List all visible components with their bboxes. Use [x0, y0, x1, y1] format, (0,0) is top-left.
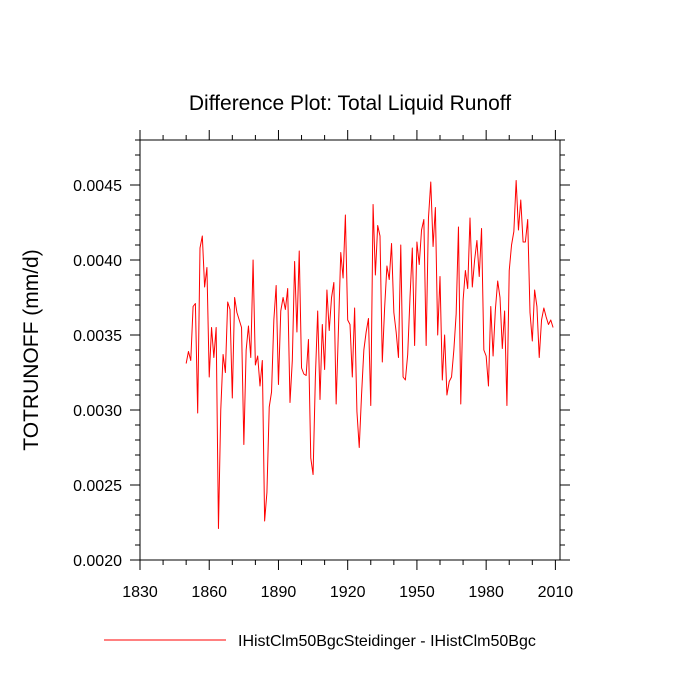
- y-tick-label: 0.0035: [73, 328, 122, 345]
- y-tick-label: 0.0030: [73, 403, 122, 420]
- legend-label: IHistClm50BgcSteidinger - IHistClm50Bgc: [238, 633, 536, 650]
- x-tick-label: 1920: [330, 584, 366, 601]
- x-tick-label: 2010: [538, 584, 574, 601]
- y-tick-label: 0.0045: [73, 178, 122, 195]
- x-tick-label: 1860: [191, 584, 227, 601]
- y-axis-ticks: 0.0020 0.0025 0.0030 0.0035 0.0040 0.0045: [73, 139, 570, 570]
- chart-title: Difference Plot: Total Liquid Runoff: [189, 92, 511, 115]
- plot-frame: [139, 139, 561, 561]
- y-tick-label: 0.0020: [73, 553, 122, 570]
- series-line-0: [185, 180, 554, 529]
- x-axis-ticks: 1830 1860 1890 1920 1950 1980 2010: [122, 130, 573, 601]
- x-tick-label: 1890: [261, 584, 297, 601]
- y-tick-label: 0.0025: [73, 478, 122, 495]
- series-layer: [185, 180, 554, 529]
- legend: IHistClm50BgcSteidinger - IHistClm50Bgc: [104, 633, 536, 650]
- y-axis-label: TOTRUNOFF (mm/d): [20, 249, 43, 450]
- x-tick-label: 1830: [122, 584, 158, 601]
- x-tick-label: 1980: [468, 584, 504, 601]
- x-tick-label: 1950: [399, 584, 435, 601]
- y-tick-label: 0.0040: [73, 253, 122, 270]
